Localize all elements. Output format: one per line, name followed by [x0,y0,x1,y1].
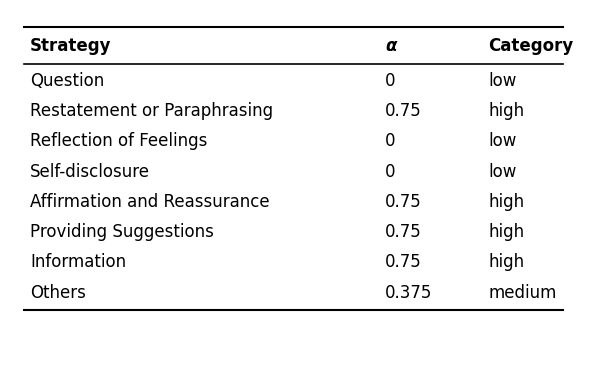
Text: Self-disclosure: Self-disclosure [30,163,150,181]
Text: Information: Information [30,253,126,272]
Text: 0.75: 0.75 [385,223,422,241]
Text: medium: medium [488,284,556,302]
Text: low: low [488,132,517,150]
Text: high: high [488,223,525,241]
Text: Others: Others [30,284,86,302]
Text: α: α [385,37,397,55]
Text: low: low [488,72,517,90]
Text: Strategy: Strategy [30,37,111,55]
Text: 0.75: 0.75 [385,102,422,120]
Text: Restatement or Paraphrasing: Restatement or Paraphrasing [30,102,273,120]
Text: high: high [488,253,525,272]
Text: high: high [488,102,525,120]
Text: 0.75: 0.75 [385,253,422,272]
Text: 0: 0 [385,132,395,150]
Text: high: high [488,193,525,211]
Text: 0.375: 0.375 [385,284,433,302]
Text: Reflection of Feelings: Reflection of Feelings [30,132,207,150]
Text: Affirmation and Reassurance: Affirmation and Reassurance [30,193,269,211]
Text: 0: 0 [385,72,395,90]
Text: Category: Category [488,37,574,55]
Text: low: low [488,163,517,181]
Text: Providing Suggestions: Providing Suggestions [30,223,214,241]
Text: 0.75: 0.75 [385,193,422,211]
Text: 0: 0 [385,163,395,181]
Text: Question: Question [30,72,104,90]
